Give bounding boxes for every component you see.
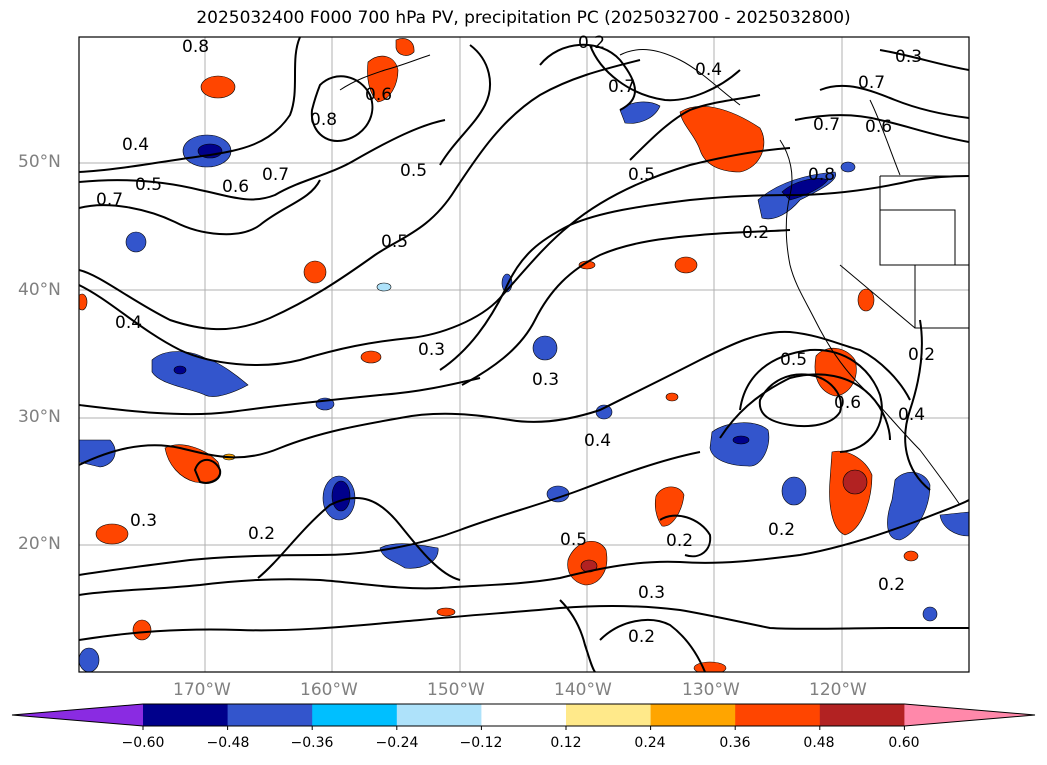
contour-label: 0.7: [813, 115, 840, 135]
contour-label: 0.2: [248, 524, 275, 544]
contour-labels: 0.8 0.4 0.5 0.7 0.6 0.7 0.8 0.5 0.5 0.4 …: [96, 33, 935, 647]
colorbar-tick-label: −0.12: [459, 735, 503, 751]
colorbar-segment: [227, 704, 313, 726]
colorbar: [11, 703, 1036, 730]
contour-label: 0.5: [560, 530, 587, 550]
pv-contours: [79, 37, 969, 672]
contour-label: 0.4: [122, 135, 149, 155]
colorbar-extend-high: [904, 704, 1035, 726]
contour-label: 0.4: [695, 60, 722, 80]
colorbar-tick-label: 0.12: [550, 735, 582, 751]
contour-label: 0.4: [115, 313, 142, 333]
colorbar-segment: [312, 704, 398, 726]
lon-label: 120°W: [809, 680, 867, 700]
precip-positive: [79, 38, 919, 672]
contour-label: 0.7: [262, 165, 289, 185]
lat-label: 20°N: [18, 534, 61, 554]
lat-label: 30°N: [18, 407, 61, 427]
contour-label: 0.3: [532, 370, 559, 390]
contour-label: 0.7: [96, 190, 123, 210]
contour-label: 0.5: [628, 165, 655, 185]
colorbar-segment: [396, 704, 482, 726]
contour-label: 0.5: [780, 350, 807, 370]
contour-label: 0.8: [182, 37, 209, 57]
contour-label: 0.6: [865, 117, 892, 137]
lat-label: 50°N: [18, 152, 61, 172]
colorbar-segment: [819, 704, 905, 726]
colorbar-tick-label: −0.48: [206, 735, 250, 751]
colorbar-tick-label: −0.60: [121, 735, 165, 751]
contour-label: 0.5: [135, 175, 162, 195]
contour-label: 0.6: [834, 393, 861, 413]
contour-label: 0.3: [130, 511, 157, 531]
colorbar-tick-label: 0.36: [719, 735, 751, 751]
colorbar-segment: [143, 704, 229, 726]
coastlines: [339, 49, 969, 506]
contour-label: 0.2: [768, 520, 795, 540]
lon-label: 160°W: [300, 680, 358, 700]
lon-label: 150°W: [427, 680, 485, 700]
contour-label: 0.2: [908, 345, 935, 365]
lon-label: 130°W: [682, 680, 740, 700]
colorbar-tick-label: 0.60: [888, 735, 920, 751]
colorbar-tick-label: −0.36: [290, 735, 334, 751]
colorbar-tick-label: 0.24: [634, 735, 666, 751]
lon-label: 170°W: [173, 680, 231, 700]
lat-label: 40°N: [18, 280, 61, 300]
contour-label: 0.7: [608, 77, 635, 97]
precip-negative: [79, 101, 969, 672]
contour-label: 0.4: [584, 431, 611, 451]
contour-label: 0.3: [895, 47, 922, 67]
lon-label: 140°W: [554, 680, 612, 700]
colorbar-segment: [735, 704, 821, 726]
contour-label: 0.3: [638, 583, 665, 603]
contour-label: 0.2: [628, 627, 655, 647]
contour-label: 0.5: [400, 161, 427, 181]
contour-label: 0.7: [858, 73, 885, 93]
contour-label: 0.3: [418, 340, 445, 360]
contour-label: 0.6: [222, 177, 249, 197]
map-title: 2025032400 F000 700 hPa PV, precipitatio…: [196, 8, 851, 28]
contour-label: 0.2: [666, 531, 693, 551]
contour-label: 0.2: [742, 223, 769, 243]
contour-label: 0.2: [578, 33, 605, 53]
contour-label: 0.8: [310, 110, 337, 130]
colorbar-segment: [481, 704, 567, 726]
contour-label: 0.2: [878, 575, 905, 595]
colorbar-tick-label: −0.24: [375, 735, 419, 751]
contour-label: 0.8: [808, 165, 835, 185]
colorbar-extend-low: [12, 704, 143, 726]
colorbar-tick-label: 0.48: [803, 735, 835, 751]
contour-label: 0.4: [898, 405, 925, 425]
colorbar-segment: [650, 704, 736, 726]
colorbar-segment: [566, 704, 652, 726]
contour-label: 0.5: [381, 232, 408, 252]
contour-label: 0.6: [365, 85, 392, 105]
